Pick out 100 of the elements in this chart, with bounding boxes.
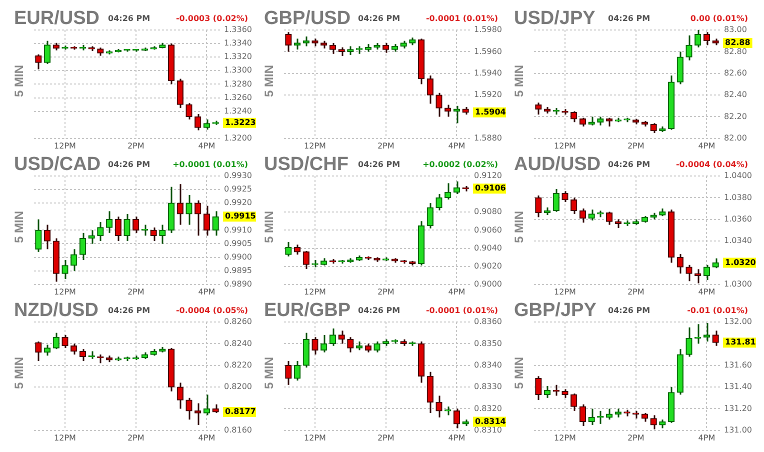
y-tick-label: 0.9000 [474,279,502,288]
y-tick-label: 83.00 [724,25,747,34]
candlestick [579,208,586,224]
chart-title: EUR/USD [14,8,100,30]
y-axis-title: 5 MIN [261,210,277,243]
x-tick-label: 2PM [127,141,144,150]
candlestick [114,216,122,242]
x-tick-label: 4PM [198,141,216,150]
candlestick [194,113,202,132]
x-tick-label: 12PM [554,287,576,296]
y-tick-label: 0.8220 [224,360,252,370]
y-tick-label: 0.8200 [224,382,252,392]
y-tick-label: 1.3280 [224,79,252,88]
text: 0.9915 [225,212,256,221]
candlestick [194,402,202,426]
x-tick-label: 12PM [54,287,76,296]
text: 1.3223 [225,118,256,127]
text: -0.0001 (0.01%) [426,14,498,23]
candlestick [444,182,452,200]
candlestick [35,54,42,70]
candlestick [703,264,710,281]
x-tick-label: 12PM [554,433,576,442]
y-tick-label: 1.3260 [224,92,252,102]
x-tick-label: 4PM [198,433,216,442]
candlestick [320,334,328,354]
candlestick [650,414,657,430]
candlestick [686,34,692,62]
y-axis-title: 5 MIN [261,356,277,389]
text: +0.0001 (0.01%) [172,160,248,169]
candlestick [176,78,184,109]
candlestick [79,348,86,362]
candlestick [186,194,192,226]
x-tick-label: 2PM [377,287,394,296]
y-axis-title: 5 MIN [511,356,527,389]
chart-title: NZD/USD [14,300,98,322]
chart-title: GBP/USD [264,8,351,30]
candlestick [588,208,595,222]
text: -0.0004 (0.05%) [176,306,248,315]
y-tick-label: 0.8330 [474,382,502,392]
y-tick-label: 0.9890 [224,279,252,288]
candlestick [35,340,42,362]
candlestick [570,110,578,123]
y-tick-label: 82.40 [724,90,747,100]
chart-title: EUR/GBP [264,300,351,322]
y-tick-label: 1.5940 [474,68,502,78]
x-tick-label: 4PM [698,141,716,150]
candlestick [329,328,336,347]
y-tick-label: 1.3300 [224,66,252,75]
candlestick [97,221,104,242]
y-tick-label: 1.3340 [224,38,252,48]
y-tick-label: 0.8310 [474,425,502,434]
candlestick [329,42,336,55]
y-tick-label: 0.9905 [224,238,252,248]
candlestick [194,200,202,236]
candlestick [562,190,568,203]
candlestick [312,336,318,356]
x-tick-label: 12PM [304,433,326,442]
text: 0.8314 [475,416,506,426]
y-tick-label: 82.20 [724,112,747,121]
x-tick-label: 2PM [627,287,644,296]
candlestick [159,224,166,244]
x-tick-label: 4PM [698,433,716,442]
y-axis-title: 5 MIN [11,356,27,389]
candlestick [294,244,301,256]
candlestick [694,268,702,284]
chart-subtitle: 04:26 PM [358,14,400,23]
candlestick [694,29,702,48]
chart-title: GBP/JPY [514,300,596,322]
y-tick-label: 82.60 [724,68,747,78]
y-tick-label: 131.40 [724,382,752,392]
y-tick-label: 1.3200 [224,133,252,142]
candlestick [676,253,684,274]
candlestick [579,404,586,427]
candlestick [35,218,42,253]
y-tick-label: 1.0340 [724,236,752,246]
candlestick [302,250,310,270]
candlestick [176,382,184,410]
text: 0.00 (0.01%) [690,14,748,23]
y-tick-label: 0.8240 [224,338,252,348]
y-tick-label: 0.8260 [224,317,252,326]
text: -0.0004 (0.04%) [676,160,748,169]
y-tick-label: 1.3360 [224,25,252,34]
y-tick-label: 0.9920 [224,198,252,208]
y-tick-label: 0.9900 [224,252,252,262]
candlestick [52,332,60,350]
candlestick [176,183,184,226]
y-tick-label: 1.0300 [724,279,752,288]
candlestick [212,210,219,236]
candlestick [453,408,460,429]
candlestick [79,232,86,261]
text: 82.88 [725,38,751,48]
y-tick-label: 0.8360 [474,317,502,326]
x-tick-label: 4PM [448,141,466,150]
candlestick [285,241,292,258]
candlestick [712,258,719,269]
y-tick-label: 131.00 [724,425,752,434]
text: -0.0003 (0.02%) [176,14,248,23]
text: +0.0002 (0.02%) [422,160,498,169]
chart-subtitle: 04:26 PM [108,160,150,169]
chart-subtitle: 04:26 PM [358,306,400,315]
